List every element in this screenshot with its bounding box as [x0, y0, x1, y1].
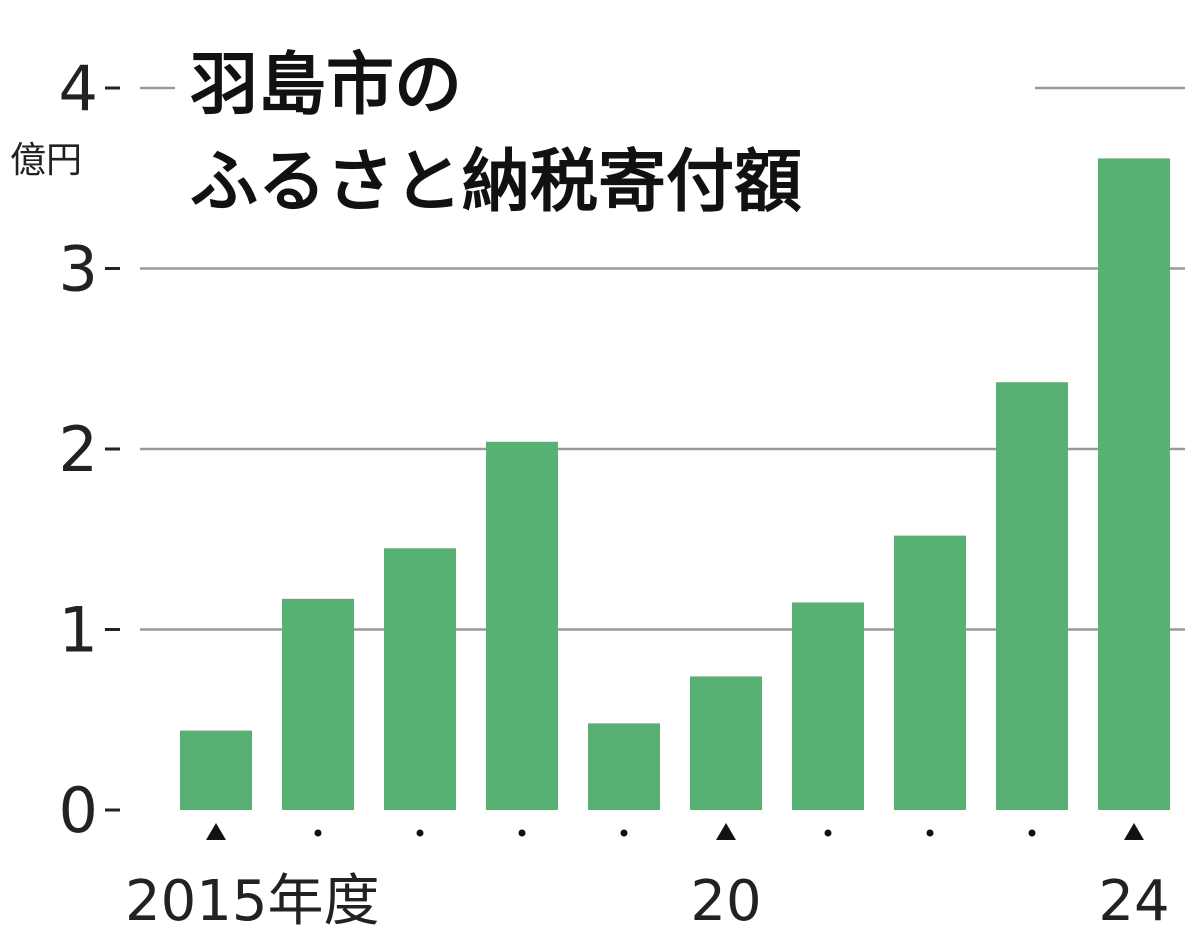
- x-label-2015年度: 2015年度: [125, 869, 380, 934]
- chart-title-line-1: 羽島市の: [190, 46, 462, 125]
- x-marker-dot-2019: [620, 829, 628, 837]
- y-axis-unit: 億円: [10, 140, 82, 181]
- x-markers: [206, 823, 1144, 840]
- x-axis-labels: 2015年度 20 24: [125, 869, 1170, 934]
- bar-2016: [282, 598, 354, 810]
- bar-2018: [486, 441, 558, 810]
- y-tick-label-3: 3: [59, 233, 98, 306]
- y-tick-label-2: 2: [59, 413, 98, 486]
- x-marker-triangle-2020: [716, 823, 736, 840]
- title-background: [175, 30, 1035, 220]
- bar-2024: [1098, 158, 1170, 810]
- y-axis: 0 1 2 3 4: [59, 52, 120, 847]
- x-label-24: 24: [1098, 869, 1169, 934]
- y-tick-label-4: 4: [59, 52, 98, 125]
- y-tick-label-1: 1: [59, 594, 98, 667]
- x-label-20: 20: [690, 869, 761, 934]
- x-marker-dot-2016: [314, 829, 322, 837]
- x-marker-dot-2018: [518, 829, 526, 837]
- x-marker-triangle-2024: [1124, 823, 1144, 840]
- bar-2017: [384, 548, 456, 810]
- chart-title-line-2: ふるさと納税寄付額: [190, 143, 802, 222]
- bar-2023: [996, 382, 1068, 810]
- bar-2015: [180, 730, 252, 810]
- bar-2021: [792, 602, 864, 810]
- bar-2020: [690, 676, 762, 810]
- bars: [180, 158, 1170, 810]
- bar-2022: [894, 535, 966, 810]
- x-marker-dot-2021: [824, 829, 832, 837]
- y-tick-label-0: 0: [59, 774, 98, 847]
- x-marker-dot-2017: [416, 829, 424, 837]
- bar-2019: [588, 723, 660, 810]
- x-marker-dot-2022: [926, 829, 934, 837]
- x-marker-triangle-2015: [206, 823, 226, 840]
- x-marker-dot-2023: [1028, 829, 1036, 837]
